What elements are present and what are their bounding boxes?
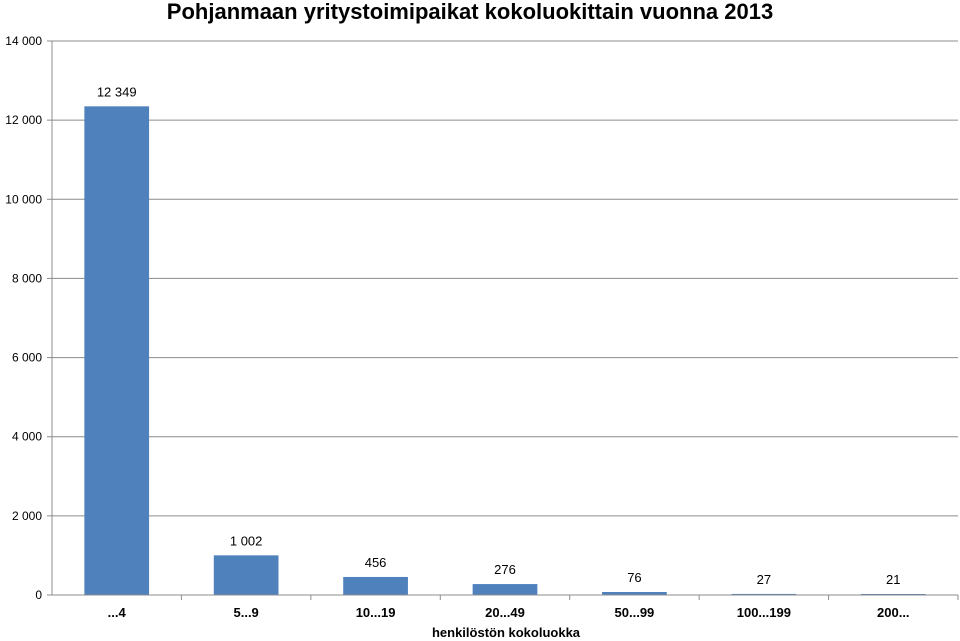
x-category-label: 200... [877, 605, 910, 620]
data-label: 1 002 [230, 533, 263, 548]
data-label: 276 [494, 562, 516, 577]
x-category-label: 10...19 [356, 605, 396, 620]
y-tick-label: 8 000 [12, 271, 42, 285]
y-axis-ticks: 0 2 000 4 000 6 000 8 000 10 000 12 000 14 000 [5, 34, 53, 602]
bar [731, 593, 797, 595]
y-tick-label: 4 000 [12, 430, 42, 444]
data-label: 27 [757, 572, 771, 587]
y-tick-label: 2 000 [12, 509, 42, 523]
x-category-label: 20...49 [485, 605, 525, 620]
data-label: 21 [886, 572, 900, 587]
bar [343, 576, 408, 595]
data-label: 76 [627, 570, 641, 585]
y-tick-label: 12 000 [5, 113, 42, 127]
gridlines [52, 40, 958, 517]
x-category-label: 100...199 [737, 605, 791, 620]
y-tick-label: 6 000 [12, 351, 42, 365]
x-axis-categories: ...4 5...9 10...19 20...49 50...99 100...199 2… [108, 595, 959, 620]
x-category-label: 50...99 [615, 605, 655, 620]
x-axis-label: henkilöstön kokoluokka [432, 625, 581, 640]
y-tick-label: 10 000 [5, 192, 42, 206]
data-labels: 12 349 1 002 456 276 76 27 21 [97, 84, 901, 587]
chart-title: Pohjanmaan yritystoimipaikat kokoluokitt… [167, 0, 773, 24]
bar [84, 106, 150, 595]
bar [472, 584, 538, 595]
bar [213, 555, 279, 595]
bars [84, 106, 926, 595]
y-tick-label: 0 [35, 588, 42, 602]
data-label: 456 [365, 555, 387, 570]
bar [602, 591, 667, 595]
x-category-label: ...4 [108, 605, 127, 620]
x-category-label: 5...9 [233, 605, 258, 620]
data-label: 12 349 [97, 84, 137, 99]
y-tick-label: 14 000 [5, 34, 42, 48]
